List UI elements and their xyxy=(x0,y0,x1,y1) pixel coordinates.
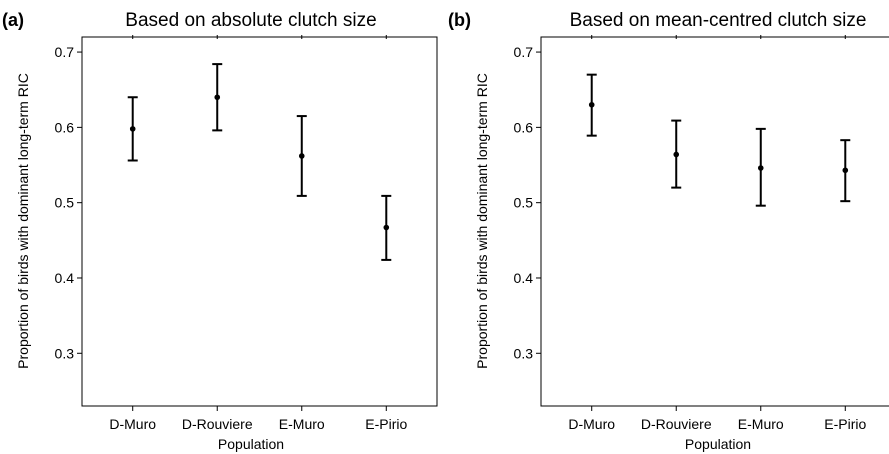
x-tick-label: E-Pirio xyxy=(365,416,407,432)
data-point xyxy=(588,101,595,108)
data-point xyxy=(842,167,849,174)
x-axis: D-Muro D-Rouviere E-Muro E-Pirio xyxy=(109,35,407,432)
x-tick-label: D-Rouviere xyxy=(182,416,253,432)
y-tick-label: 0.4 xyxy=(55,270,75,286)
panel-b: (b) Based on mean-centred clutch size Pr… xyxy=(448,10,889,452)
y-tick-label: 0.4 xyxy=(514,270,534,286)
y-tick-label: 0.3 xyxy=(514,345,534,361)
data-point xyxy=(383,224,390,231)
plot-frame xyxy=(81,36,438,407)
panel-a: (a) Based on absolute clutch size Propor… xyxy=(2,10,438,452)
y-axis-title: Proportion of birds with dominant long-t… xyxy=(15,73,31,369)
y-tick-label: 0.3 xyxy=(55,345,75,361)
y-tick-label: 0.7 xyxy=(55,44,75,60)
x-tick-label: D-Muro xyxy=(568,416,615,432)
x-tick-label: E-Muro xyxy=(738,416,784,432)
x-axis-title: Population xyxy=(685,436,751,452)
x-tick-label: D-Muro xyxy=(109,416,156,432)
x-tick-label: E-Muro xyxy=(279,416,325,432)
panel-title: Based on mean-centred clutch size xyxy=(570,10,867,31)
data-points xyxy=(586,73,851,207)
y-tick-label: 0.7 xyxy=(514,44,534,60)
panel-label: (b) xyxy=(448,10,471,30)
x-axis-title: Population xyxy=(218,436,284,452)
y-tick-label: 0.6 xyxy=(55,119,75,135)
data-point xyxy=(757,165,764,171)
y-tick-label: 0.6 xyxy=(514,119,534,135)
y-axis: 0.3 0.4 0.5 0.6 0.7 xyxy=(55,44,82,361)
data-point xyxy=(298,153,305,159)
data-point xyxy=(673,151,680,158)
data-points xyxy=(127,63,392,261)
data-point xyxy=(129,126,136,132)
x-tick-label: E-Pirio xyxy=(824,416,866,432)
x-axis: D-Muro D-Rouviere E-Muro E-Pirio xyxy=(568,35,866,432)
panel-label: (a) xyxy=(2,10,24,30)
x-tick-label: D-Rouviere xyxy=(641,416,712,432)
y-tick-label: 0.5 xyxy=(514,195,534,211)
plot-frame xyxy=(540,36,889,407)
y-axis-title: Proportion of birds with dominant long-t… xyxy=(474,73,490,369)
panel-title: Based on absolute clutch size xyxy=(125,10,376,31)
y-tick-label: 0.5 xyxy=(55,195,75,211)
y-axis: 0.3 0.4 0.5 0.6 0.7 xyxy=(514,44,541,361)
data-point xyxy=(214,94,221,101)
